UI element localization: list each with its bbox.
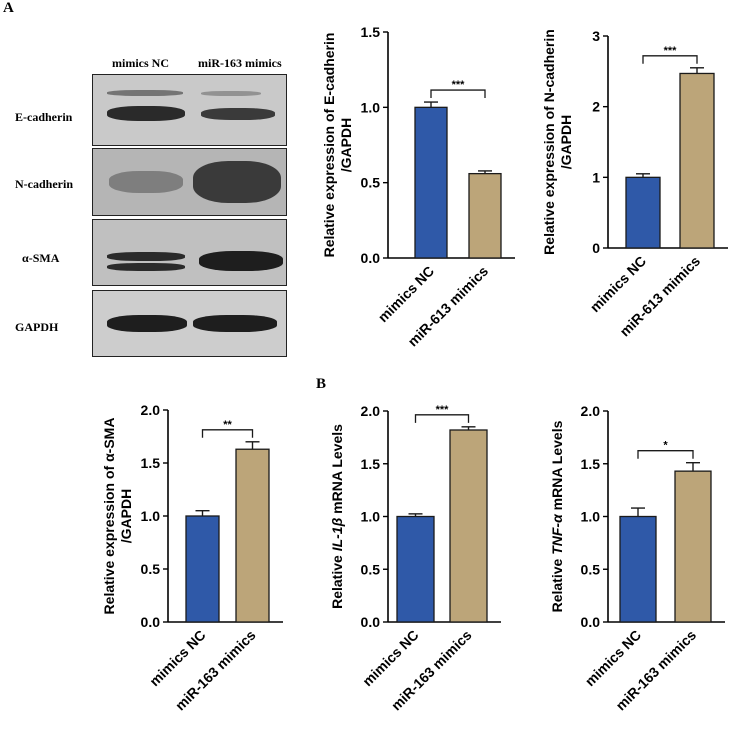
blot-strip-gapdh (92, 290, 287, 357)
y-axis-title: Relative expression of E-cadherin/GAPDH (321, 33, 354, 258)
blot-row-label: E-cadherin (15, 110, 73, 124)
blot-band (107, 90, 183, 96)
significance-label: *** (664, 45, 678, 57)
blot-band (109, 171, 183, 193)
bar (414, 106, 448, 259)
y-tick-label: 1 (592, 169, 600, 185)
bar (396, 515, 435, 623)
blot-band (201, 108, 275, 120)
significance-bracket (414, 414, 470, 423)
y-tick-label: 2.0 (581, 403, 601, 419)
blot-band (107, 315, 187, 332)
y-axis-title: Relative TNF-α mRNA Levels (549, 420, 565, 612)
bar (185, 515, 220, 623)
y-axis-title: Relative expression of N-cadherin/GAPDH (541, 29, 574, 255)
blot-strip-n-cadherin (92, 148, 287, 216)
y-tick-label: 1.5 (141, 455, 161, 471)
y-tick-label: 2.0 (141, 402, 161, 418)
significance-label: * (663, 440, 668, 452)
y-tick-label: 0.5 (141, 561, 161, 577)
significance-label: *** (436, 404, 450, 416)
blot-band (107, 263, 185, 271)
blot-column-label: mimics NC (112, 56, 169, 70)
significance-bracket (201, 429, 254, 438)
bar (674, 470, 712, 623)
y-tick-label: 1.0 (581, 509, 601, 525)
blot-band (107, 106, 185, 121)
y-tick-label: 3 (592, 28, 600, 44)
y-axis-title: Relative expression of α-SMA/GAPDH (101, 418, 134, 615)
blot-band (199, 251, 283, 271)
y-tick-label: 0.5 (361, 561, 381, 577)
y-tick-label: 0.5 (361, 175, 381, 191)
blot-band (193, 161, 281, 203)
blot-row-label: N-cadherin (15, 177, 73, 191)
blot-band (107, 252, 185, 261)
y-tick-label: 1.5 (581, 456, 601, 472)
blot-strip-e-cadherin (92, 74, 287, 146)
y-tick-label: 0.0 (361, 614, 381, 630)
significance-bracket (430, 89, 486, 99)
bar (235, 448, 270, 623)
y-tick-label: 1.0 (361, 509, 381, 525)
y-tick-label: 1.0 (141, 508, 161, 524)
y-tick-label: 1.5 (361, 24, 381, 40)
y-tick-label: 2 (592, 99, 600, 115)
y-tick-label: 0 (592, 240, 600, 256)
blot-column-label: miR-163 mimics (198, 56, 282, 70)
significance-bracket (642, 55, 698, 64)
bar (619, 515, 657, 623)
panel-label-a: A (3, 0, 14, 16)
y-tick-label: 0.5 (581, 561, 601, 577)
y-tick-label: 0.0 (581, 614, 601, 630)
blot-band (193, 315, 277, 332)
y-tick-label: 1.5 (361, 456, 381, 472)
blot-band (201, 91, 261, 96)
y-tick-label: 2.0 (361, 403, 381, 419)
y-tick-label: 0.0 (141, 614, 161, 630)
blot-row-label: GAPDH (15, 320, 59, 334)
y-axis-title: Relative IL-1β mRNA Levels (329, 424, 345, 609)
bar (625, 176, 661, 249)
bar (449, 429, 488, 623)
blot-strip-alpha-sma (92, 219, 287, 286)
bar (679, 72, 715, 249)
significance-bracket (637, 450, 694, 459)
significance-label: *** (452, 79, 466, 91)
y-tick-label: 0.0 (361, 250, 381, 266)
y-tick-label: 1.0 (361, 99, 381, 115)
blot-row-label: α-SMA (22, 251, 60, 265)
western-blot: mimics NC miR-163 mimics E-cadherin N-ca… (0, 0, 300, 360)
significance-label: ** (223, 419, 232, 431)
panel-label-b: B (316, 376, 327, 392)
bar (468, 172, 502, 259)
